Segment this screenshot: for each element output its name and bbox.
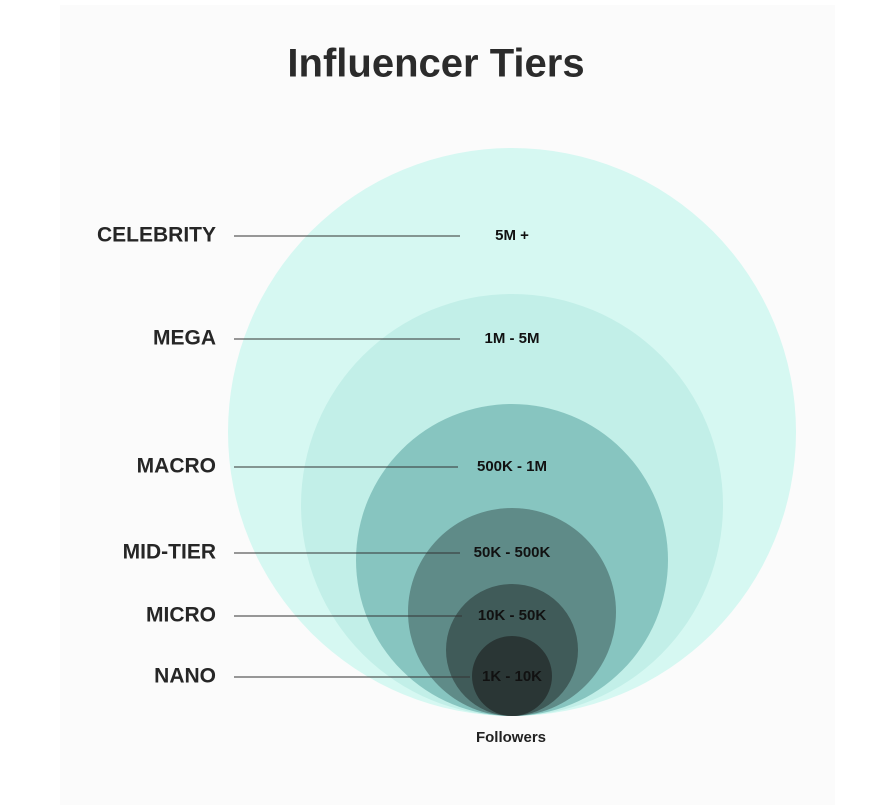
tier-range: 10K - 50K — [478, 607, 547, 624]
title: Influencer Tiers — [287, 42, 584, 86]
tier-range: 5M + — [495, 227, 529, 244]
tier-label: MACRO — [137, 455, 216, 478]
tier-range: 500K - 1M — [477, 458, 547, 475]
tier-label: MID-TIER — [123, 541, 216, 564]
tier-circles — [228, 148, 796, 716]
tier-range: 50K - 500K — [474, 544, 551, 561]
tier-range: 1K - 10K — [482, 668, 542, 685]
tier-label: MEGA — [153, 327, 216, 350]
tier-label: MICRO — [146, 604, 216, 627]
tier-circle — [472, 636, 552, 716]
tier-label: CELEBRITY — [97, 224, 216, 247]
tier-label: NANO — [154, 665, 216, 688]
tier-range: 1M - 5M — [484, 330, 539, 347]
footer: Followers — [476, 729, 546, 746]
tier-labels: CELEBRITY 5M + MEGA 1M - 5M MACRO 500K - 1M MI… — [97, 224, 551, 688]
